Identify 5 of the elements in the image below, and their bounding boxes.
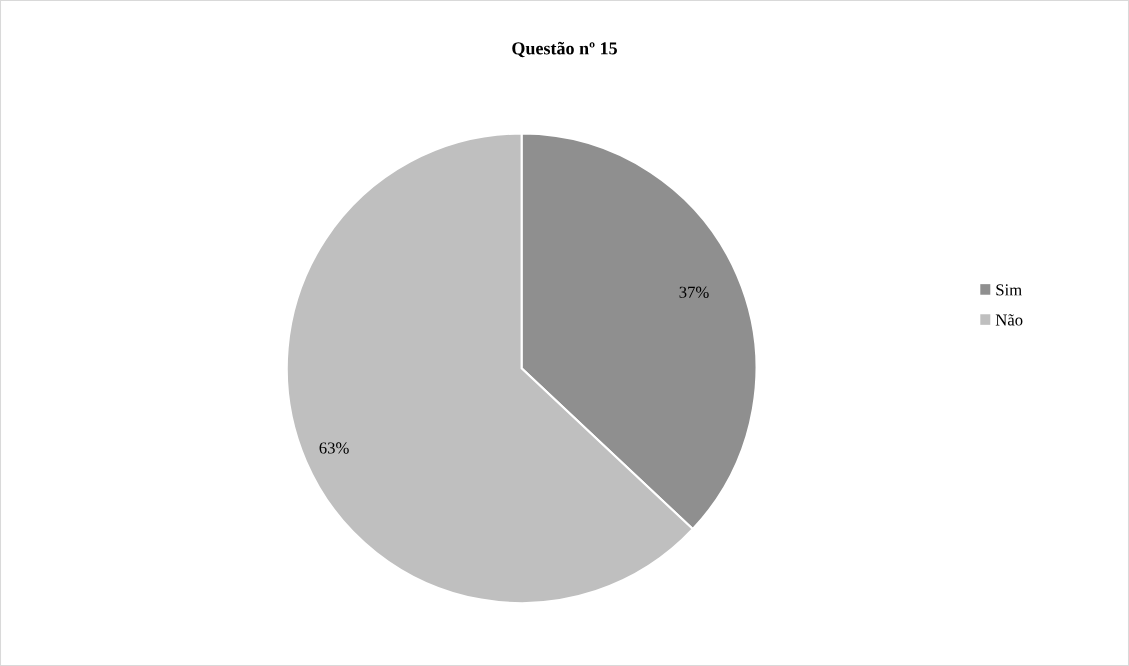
chart-title: Questão nº 15 — [512, 41, 617, 58]
data-label: 63% — [319, 442, 349, 454]
legend-label: Não — [995, 314, 1023, 326]
legend-label: Sim — [996, 284, 1022, 296]
data-label: 37% — [679, 286, 709, 298]
